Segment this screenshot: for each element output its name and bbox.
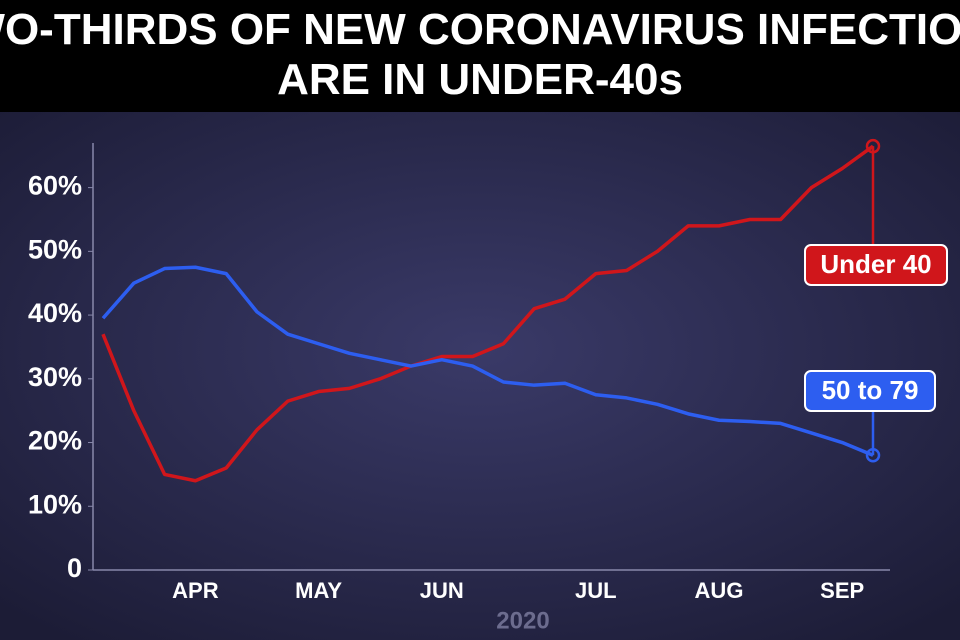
y-tick-label: 40%: [28, 298, 82, 328]
y-tick-label: 60%: [28, 171, 82, 201]
line: [101, 144, 875, 483]
y-tick-label: 20%: [28, 426, 82, 456]
y-tick-label: 50%: [28, 234, 82, 264]
end-marker: [865, 138, 881, 154]
x-tick-label: JUL: [575, 578, 617, 603]
line: [101, 265, 874, 457]
legend-label: Under 40: [820, 249, 931, 279]
legend-box: [804, 244, 948, 286]
y-tick-label: 30%: [28, 362, 82, 392]
y-tick-label: 0: [67, 553, 82, 583]
x-tick-label: SEP: [820, 578, 864, 603]
x-tick-label: MAY: [295, 578, 342, 603]
end-marker: [865, 448, 881, 463]
x-axis-label: 2020: [496, 607, 549, 634]
x-tick-label: AUG: [695, 578, 744, 603]
x-tick-label: JUN: [420, 578, 464, 603]
y-tick-label: 10%: [28, 489, 82, 519]
title-band: [0, 0, 960, 112]
x-tick-label: APR: [172, 578, 219, 603]
chart-title: TWO-THIRDS OF NEW CORONAVIRUS INFECTIONS…: [0, 5, 960, 104]
legend-label: 50 to 79: [822, 375, 919, 405]
legend-box: [804, 370, 936, 412]
